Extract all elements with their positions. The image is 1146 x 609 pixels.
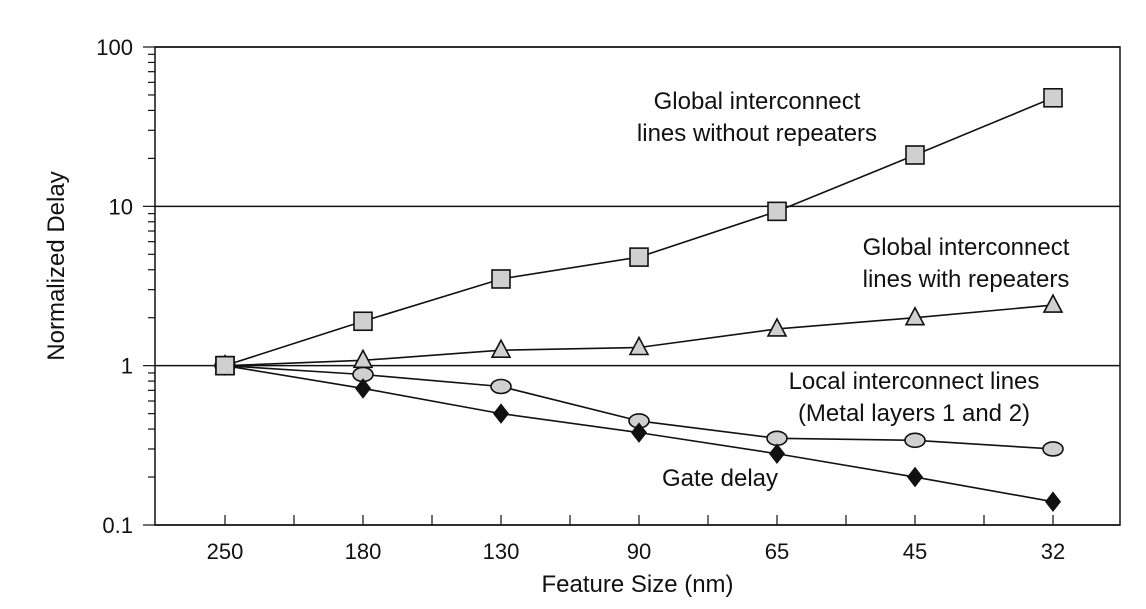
x-tick-label: 250 bbox=[207, 539, 244, 564]
series-line-global-interconnect-lines-with-repeaters bbox=[224, 304, 1054, 367]
data-point-ellipse bbox=[904, 432, 926, 449]
data-point-diamond bbox=[768, 443, 786, 465]
data-point-triangle bbox=[628, 335, 650, 356]
data-point-diamond bbox=[354, 378, 372, 399]
x-tick-label: 90 bbox=[627, 539, 651, 564]
data-point-triangle bbox=[904, 305, 926, 326]
data-point-square bbox=[353, 311, 373, 332]
data-point-ellipse bbox=[766, 430, 788, 447]
data-point-square bbox=[905, 145, 925, 165]
y-tick-label: 0.1 bbox=[102, 513, 133, 538]
annotations: Global interconnect lines without repeate… bbox=[637, 88, 1070, 492]
y-tick-label: 10 bbox=[109, 194, 133, 219]
series-label: Global interconnect bbox=[863, 234, 1070, 261]
data-point-triangle bbox=[766, 317, 788, 337]
data-point-diamond bbox=[492, 403, 510, 424]
plot-frame bbox=[154, 46, 1121, 526]
series-label: Local interconnect lines bbox=[789, 368, 1040, 395]
data-point-square bbox=[767, 201, 787, 222]
x-tick-label: 130 bbox=[483, 539, 520, 564]
y-tick-label: 1 bbox=[121, 354, 133, 379]
x-tick-label: 180 bbox=[345, 539, 382, 564]
series-markers bbox=[214, 87, 1064, 513]
series-label: lines with repeaters bbox=[863, 266, 1070, 293]
data-point-ellipse bbox=[490, 378, 512, 395]
x-axis-ticks: 250 180 130 90 65 45 32 bbox=[207, 515, 1065, 564]
x-tick-label: 32 bbox=[1041, 539, 1065, 564]
x-axis-title: Feature Size (nm) bbox=[541, 571, 733, 598]
series-label: Gate delay bbox=[662, 465, 778, 492]
y-tick-label: 100 bbox=[96, 35, 133, 60]
data-point-square bbox=[1043, 87, 1063, 108]
data-point-ellipse bbox=[1042, 441, 1064, 457]
data-point-triangle bbox=[490, 338, 512, 359]
data-point-diamond bbox=[1044, 491, 1062, 513]
data-point-triangle bbox=[352, 348, 374, 369]
data-point-triangle bbox=[1042, 293, 1064, 313]
data-point-diamond bbox=[630, 422, 648, 443]
data-point-diamond bbox=[906, 466, 924, 488]
x-tick-label: 45 bbox=[903, 539, 927, 564]
data-point-square bbox=[215, 355, 235, 376]
data-point-square bbox=[491, 269, 511, 289]
data-point-square bbox=[629, 247, 649, 267]
series-label: lines without repeaters bbox=[637, 120, 877, 147]
y-axis-ticks: 0.1 1 10 100 bbox=[96, 35, 155, 538]
y-axis-title: Normalized Delay bbox=[43, 171, 70, 360]
x-tick-label: 65 bbox=[765, 539, 789, 564]
series-label: Global interconnect bbox=[654, 88, 861, 115]
series-label: (Metal layers 1 and 2) bbox=[798, 400, 1030, 427]
